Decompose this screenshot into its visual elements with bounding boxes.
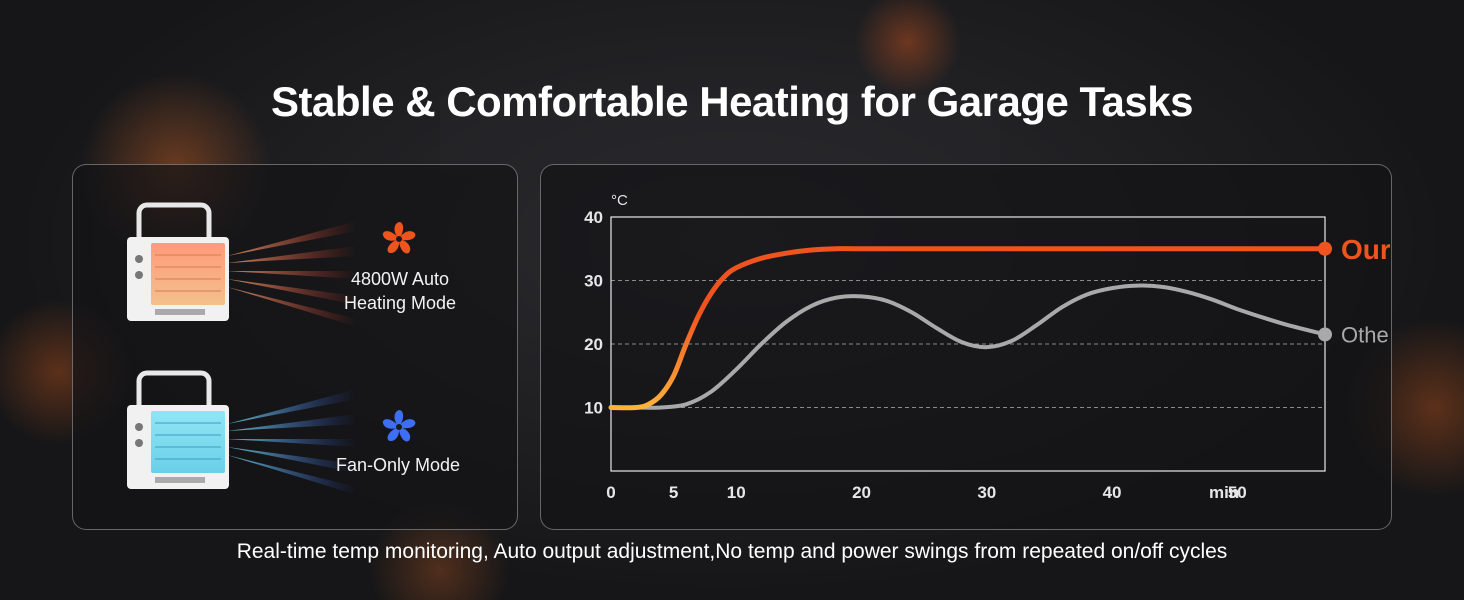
series-line-ours — [608, 246, 1328, 411]
footer-caption: Real-time temp monitoring, Auto output a… — [236, 540, 1228, 563]
series-end-marker — [1318, 241, 1332, 256]
series-label-ours: Ours — [1341, 234, 1390, 265]
y-tick-label: 30 — [584, 272, 603, 291]
series-line-others — [609, 283, 1327, 410]
fan-mode-label: Fan-Only Mode — [335, 455, 461, 475]
series-end-marker — [1318, 327, 1332, 342]
x-tick-label: 5 — [669, 483, 678, 502]
y-tick-label: 20 — [584, 335, 603, 354]
y-axis-unit: °C — [611, 192, 628, 209]
heating-mode-label: 4800W Auto Heating Mode — [343, 269, 457, 313]
modes-panel: 4800W Auto Heating Mode — [72, 164, 518, 530]
x-tick-label: 30 — [977, 483, 996, 502]
plot-frame — [610, 216, 1326, 472]
heater-fan-image — [107, 369, 357, 499]
chart-panel: 10 20 30 40 0 5 10 20 30 40 50 Others Ours °C min — [540, 164, 1392, 530]
x-tick-label: 20 — [852, 483, 871, 502]
page-title: Stable & Comfortable Heating for Garage … — [271, 78, 1193, 125]
circuit-chip-decoration — [440, 95, 1000, 175]
x-tick-label: 10 — [727, 483, 746, 502]
x-tick-label: 40 — [1103, 483, 1122, 502]
y-tick-label: 40 — [584, 208, 603, 227]
x-axis-unit: min — [1209, 483, 1239, 502]
series-label-others: Others — [1341, 322, 1390, 347]
fan-icon — [382, 222, 416, 254]
y-tick-label: 10 — [584, 399, 603, 418]
temperature-chart: 10 20 30 40 0 5 10 20 30 40 50 Others Ours °C min — [584, 192, 1390, 502]
fan-icon — [382, 410, 416, 442]
heater-heating-image — [107, 201, 357, 331]
x-tick-label: 0 — [606, 483, 615, 502]
x-tick-label: 50 — [1228, 483, 1247, 502]
